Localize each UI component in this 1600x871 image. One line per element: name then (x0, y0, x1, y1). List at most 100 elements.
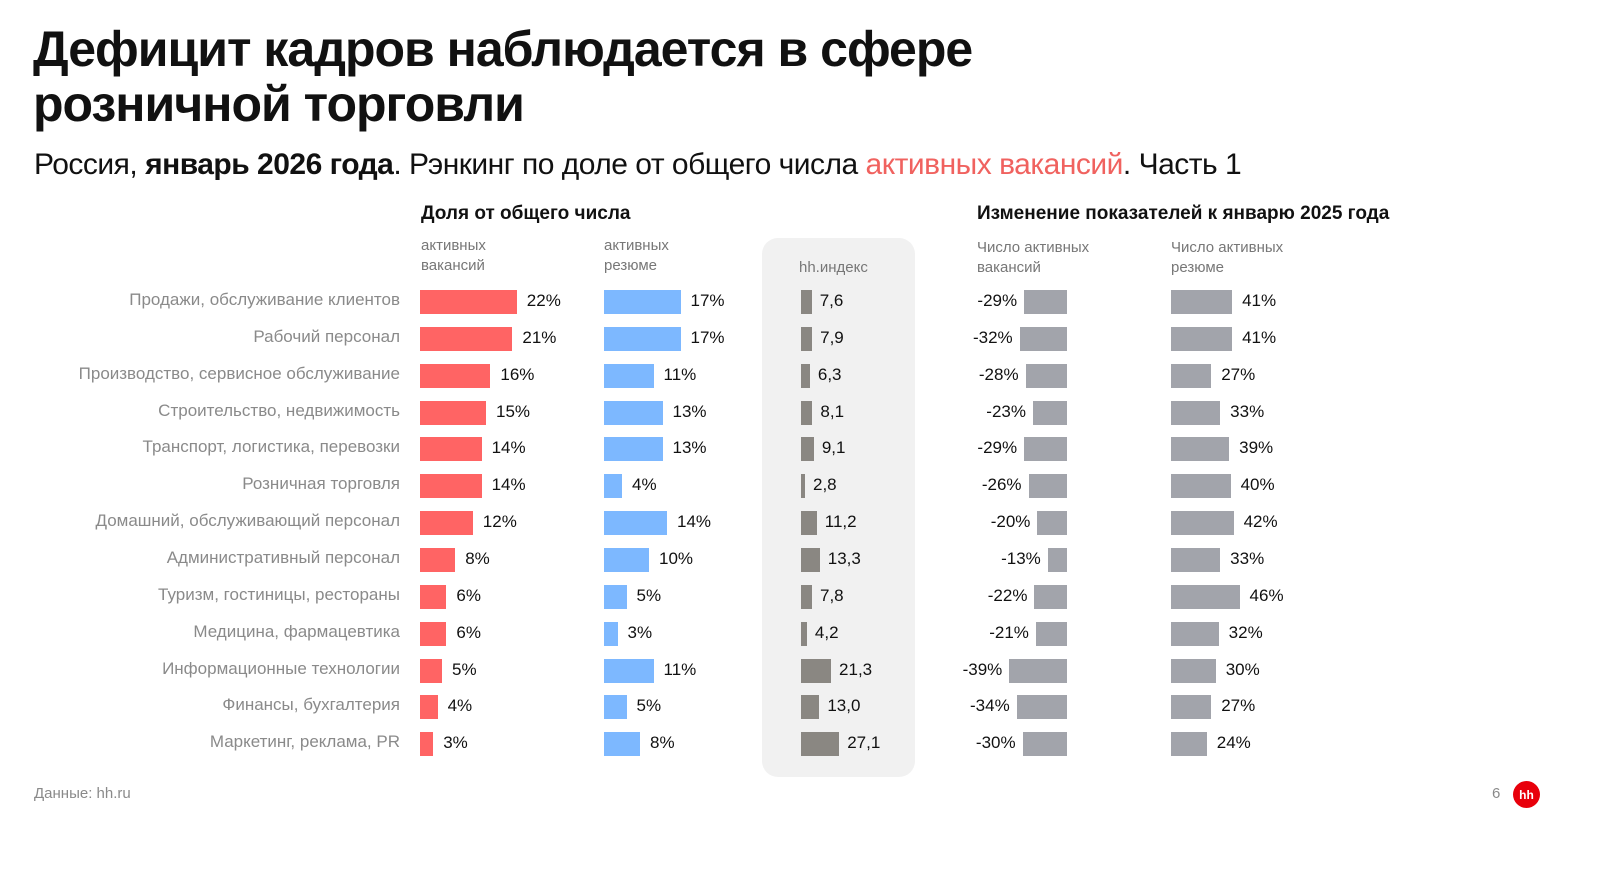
bar-hh-index (801, 326, 813, 351)
category-label: Маркетинг, реклама, PR (209, 732, 400, 752)
value-label-vacancies: 4% (447, 696, 473, 716)
value-label-vacancies: 5% (452, 659, 477, 679)
bar-vacancy-change (1037, 511, 1067, 536)
series-header-hh-index: hh.индекс (799, 259, 868, 276)
value-label-resumes: 5% (636, 585, 662, 605)
subtitle: Россия, январь 2026 года. Рэнкинг по дол… (34, 148, 1242, 182)
series-header-resume-change: Число активных резюме (1171, 238, 1283, 278)
value-label-resume-change: 40% (1240, 475, 1275, 495)
category-label: Административный персонал (166, 547, 400, 567)
bar-vacancies (420, 695, 438, 720)
bar-resumes (604, 290, 681, 314)
bar-vacancies (420, 474, 482, 499)
category-label: Туризм, гостиницы, рестораны (158, 584, 400, 604)
category-label: Медицина, фармацевтика (193, 621, 400, 641)
bar-resume-change (1171, 363, 1212, 388)
bar-vacancies (420, 437, 482, 462)
category-label: Рабочий персонал (253, 326, 400, 346)
bar-hh-index (801, 732, 840, 757)
value-label-resumes: 4% (632, 475, 657, 495)
value-label-vacancies: 16% (500, 364, 535, 384)
value-label-resumes: 11% (663, 659, 697, 679)
category-label: Продажи, обслуживание клиентов (129, 290, 400, 309)
value-label-hh-index: 21,3 (839, 659, 873, 679)
header-line: вакансий (421, 257, 485, 274)
bar-resume-change (1171, 621, 1219, 646)
series-header-vacancies: активных вакансий (421, 236, 486, 276)
value-label-resume-change: 41% (1242, 291, 1277, 310)
bar-vacancy-change (1028, 474, 1067, 499)
value-label-hh-index: 9,1 (821, 438, 846, 458)
bar-resume-change (1171, 511, 1234, 536)
bar-vacancies (420, 547, 456, 572)
value-label-vacancy-change: -20% (990, 512, 1031, 532)
subtitle-date: январь 2026 года (145, 148, 394, 181)
group-title-change: Изменение показателей к январю 2025 года (977, 203, 1390, 224)
subtitle-text: . Часть 1 (1122, 148, 1242, 181)
value-label-hh-index: 2,8 (813, 475, 837, 495)
value-label-hh-index: 7,8 (819, 585, 844, 605)
value-label-resumes: 8% (650, 733, 675, 753)
value-label-resume-change: 46% (1249, 585, 1284, 605)
page-number: 6 (1492, 785, 1501, 802)
value-label-resume-change: 33% (1230, 548, 1265, 568)
value-label-resume-change: 42% (1243, 512, 1278, 532)
value-label-resumes: 3% (627, 622, 653, 642)
category-label: Производство, сервисное обслуживание (78, 363, 400, 383)
value-label-vacancy-change: -26% (981, 475, 1022, 495)
category-label: Строительство, недвижимость (158, 400, 400, 420)
bar-vacancies (420, 658, 442, 683)
value-label-hh-index: 7,6 (819, 291, 844, 310)
value-label-hh-index: 27,1 (847, 733, 881, 753)
value-label-vacancies: 6% (456, 622, 481, 642)
bar-vacancies (420, 363, 491, 388)
value-label-vacancies: 3% (443, 733, 468, 753)
value-label-hh-index: 13,3 (827, 548, 861, 568)
bar-hh-index (801, 584, 812, 609)
value-label-resumes: 11% (663, 364, 697, 384)
value-label-hh-index: 7,9 (820, 327, 844, 347)
value-label-resume-change: 30% (1225, 659, 1260, 679)
bar-resumes (604, 511, 667, 536)
value-label-vacancies: 22% (526, 291, 561, 310)
value-label-resume-change: 41% (1242, 327, 1277, 347)
value-label-resume-change: 39% (1239, 438, 1274, 458)
bar-resumes (604, 474, 622, 499)
category-label: Домашний, обслуживающий персонал (95, 511, 400, 531)
series-header-resumes: активных резюме (604, 236, 669, 276)
bar-hh-index (801, 363, 810, 388)
bar-resume-change (1171, 400, 1221, 425)
value-label-vacancy-change: -39% (962, 659, 1003, 679)
value-label-vacancy-change: -29% (977, 438, 1018, 458)
bar-resumes (604, 400, 663, 425)
bar-resumes (604, 732, 640, 757)
bar-vacancies (420, 621, 447, 646)
value-label-resumes: 13% (672, 438, 707, 458)
bar-vacancy-change (1016, 695, 1067, 720)
bar-vacancies (420, 511, 473, 536)
bar-vacancy-change (1034, 584, 1067, 609)
value-label-resume-change: 27% (1221, 364, 1256, 384)
bar-vacancy-change (1025, 363, 1067, 388)
source-note: Данные: hh.ru (34, 785, 131, 802)
value-label-vacancies: 6% (456, 585, 481, 605)
bar-hh-index (801, 474, 805, 499)
value-label-vacancy-change: -21% (989, 622, 1029, 642)
value-label-resume-change: 27% (1221, 696, 1256, 716)
value-label-vacancy-change: -34% (970, 696, 1010, 716)
subtitle-text: . Рэнкинг по доле от общего числа (393, 148, 866, 181)
value-label-vacancies: 8% (465, 548, 490, 568)
bar-vacancies (420, 326, 513, 351)
value-label-hh-index: 8,1 (820, 401, 845, 421)
bar-resumes (604, 326, 681, 351)
bar-hh-index (801, 400, 813, 425)
bar-resumes (604, 658, 654, 683)
bar-vacancy-change (1047, 547, 1067, 572)
bar-resume-change (1171, 547, 1221, 572)
value-label-hh-index: 11,2 (824, 512, 857, 532)
value-label-vacancy-change: -30% (975, 733, 1016, 753)
bar-hh-index (801, 437, 814, 462)
series-header-vacancy-change: Число активных вакансий (977, 238, 1089, 278)
bar-vacancy-change (1035, 621, 1067, 646)
bar-resume-change (1171, 584, 1240, 609)
